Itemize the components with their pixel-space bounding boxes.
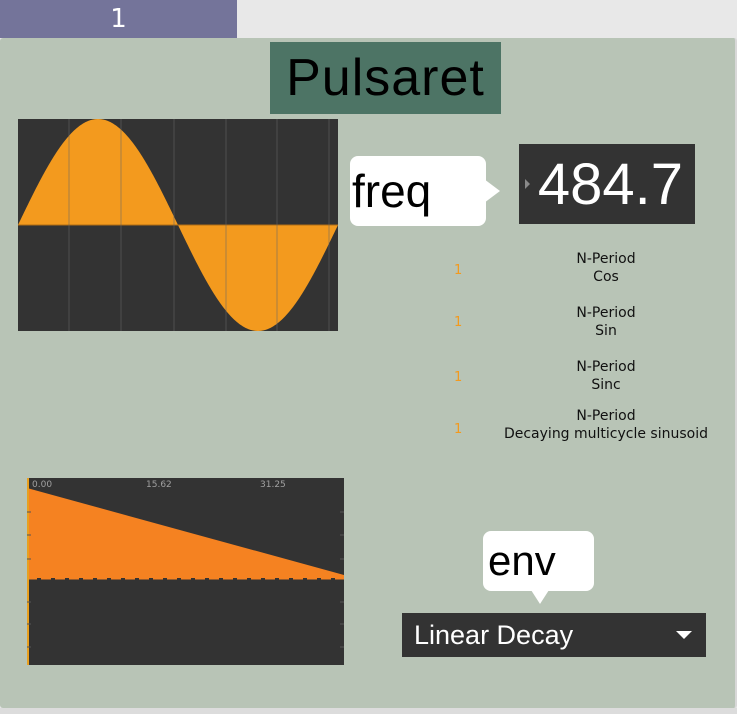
bottom-strip — [0, 708, 737, 714]
option-cos-label: N-Period Cos — [576, 251, 636, 285]
option-sinc-label: N-Period Sinc — [576, 359, 636, 393]
env-pointer — [531, 590, 549, 604]
tab-bar-empty — [237, 0, 737, 38]
number-triangle-icon — [525, 179, 530, 189]
envelope-fill — [27, 488, 344, 578]
ruler-label: 0.00 — [32, 480, 52, 490]
envelope-display[interactable]: 0.00 15.62 31.25 — [27, 478, 344, 665]
envelope-svg: 0.00 15.62 31.25 — [27, 478, 344, 665]
freq-label: freq — [350, 156, 486, 226]
page-title: Pulsaret — [270, 42, 501, 114]
freq-pointer — [484, 179, 500, 203]
option-cos-number[interactable]: 1 — [454, 263, 463, 278]
chevron-down-icon — [676, 631, 692, 639]
option-sin-label: N-Period Sin — [576, 305, 636, 339]
option-decaying-label: N-Period Decaying multicycle sinusoid — [503, 408, 709, 442]
option-sinc-number[interactable]: 1 — [454, 370, 463, 385]
ruler-label: 15.62 — [146, 480, 172, 490]
ruler-label: 31.25 — [260, 480, 286, 490]
freq-value: 484.7 — [537, 151, 683, 217]
envelope-dropdown-value: Linear Decay — [414, 619, 574, 650]
tab-1[interactable]: 1 — [0, 0, 237, 38]
option-sin-number[interactable]: 1 — [454, 315, 463, 330]
envelope-dropdown[interactable]: Linear Decay — [402, 613, 706, 657]
waveform-svg — [18, 119, 338, 331]
option-decaying-number[interactable]: 1 — [454, 422, 463, 437]
env-label: env — [483, 531, 594, 591]
freq-number-box[interactable]: 484.7 — [519, 144, 695, 224]
waveform-display[interactable] — [18, 119, 338, 331]
